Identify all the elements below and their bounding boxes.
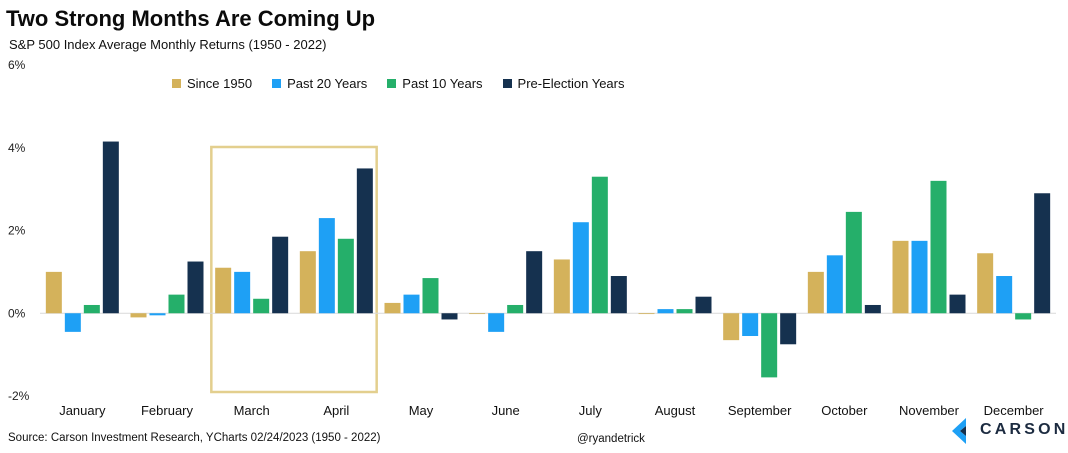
x-tick-label: January — [59, 403, 106, 418]
x-tick-label: March — [234, 403, 270, 418]
bar-march-2 — [253, 298, 270, 314]
bar-november-1 — [911, 240, 928, 314]
x-tick-label: November — [899, 403, 960, 418]
x-tick-label: August — [655, 403, 696, 418]
bar-june-3 — [526, 251, 543, 314]
bar-june-1 — [488, 313, 505, 332]
bar-may-3 — [441, 313, 458, 320]
x-tick-label: June — [492, 403, 520, 418]
legend-item-pre-election-years: Pre-Election Years — [502, 76, 625, 91]
legend-item-past-10-years: Past 10 Years — [387, 76, 483, 91]
bar-december-2 — [1015, 313, 1032, 320]
y-tick-label: 6% — [8, 58, 26, 72]
bar-february-1 — [149, 313, 166, 316]
bar-march-0 — [215, 267, 232, 314]
bar-july-3 — [610, 276, 627, 314]
bar-september-3 — [780, 313, 797, 345]
x-tick-label: October — [821, 403, 868, 418]
bar-october-0 — [807, 271, 824, 314]
y-tick-label: 2% — [8, 224, 26, 238]
legend-swatch — [172, 79, 181, 88]
bar-may-0 — [384, 302, 401, 314]
y-tick-label: -2% — [8, 389, 30, 403]
bar-november-0 — [892, 240, 909, 314]
legend-item-since-1950: Since 1950 — [172, 76, 252, 91]
carson-chevron-icon — [952, 418, 966, 444]
bar-january-1 — [64, 313, 81, 332]
bar-february-2 — [168, 294, 185, 314]
x-tick-label: April — [323, 403, 349, 418]
legend-label: Pre-Election Years — [517, 76, 625, 91]
y-tick-label: 4% — [8, 141, 26, 155]
bar-july-1 — [572, 222, 589, 314]
bar-july-0 — [553, 259, 570, 314]
x-tick-label: July — [579, 403, 603, 418]
legend-label: Past 20 Years — [287, 76, 368, 91]
x-tick-label: May — [409, 403, 434, 418]
chart-title: Two Strong Months Are Coming Up — [6, 6, 376, 31]
bar-february-0 — [130, 313, 147, 318]
bar-march-3 — [272, 236, 289, 314]
bar-january-2 — [83, 304, 100, 314]
x-tick-label: February — [141, 403, 194, 418]
bar-march-1 — [234, 271, 251, 314]
chart-subtitle: S&P 500 Index Average Monthly Returns (1… — [9, 37, 327, 52]
bar-august-1 — [657, 309, 674, 314]
bar-may-2 — [422, 278, 439, 314]
bar-may-1 — [403, 294, 420, 314]
legend-label: Since 1950 — [187, 76, 253, 91]
bar-june-0 — [469, 313, 486, 315]
bar-april-0 — [299, 251, 316, 314]
bar-october-1 — [826, 255, 843, 314]
highlight-box — [210, 145, 378, 394]
legend-item-past-20-years: Past 20 Years — [272, 76, 367, 91]
bar-february-3 — [187, 261, 204, 314]
bar-january-0 — [45, 271, 62, 314]
bar-april-2 — [337, 238, 354, 314]
y-tick-label: 0% — [8, 306, 26, 320]
bar-july-2 — [591, 176, 608, 314]
bar-december-0 — [977, 253, 994, 314]
bar-december-3 — [1034, 193, 1051, 314]
bar-june-2 — [507, 304, 524, 314]
x-tick-label: December — [984, 403, 1045, 418]
bar-september-0 — [723, 313, 740, 341]
legend-swatch — [387, 79, 397, 88]
bar-august-0 — [638, 313, 655, 315]
bar-april-1 — [318, 218, 335, 314]
legend-swatch — [502, 79, 512, 88]
bar-november-3 — [949, 294, 966, 314]
bar-august-2 — [676, 309, 693, 314]
author-handle: @ryandetrick — [577, 433, 645, 445]
bar-october-2 — [845, 211, 862, 314]
carson-logo: CARSON — [950, 416, 1065, 446]
bar-april-3 — [356, 168, 373, 314]
bar-september-1 — [742, 313, 759, 337]
x-tick-label: September — [728, 403, 792, 418]
bar-august-3 — [695, 296, 712, 314]
legend: Since 1950 Past 20 Years Past 10 Years P… — [172, 76, 624, 91]
legend-swatch — [272, 79, 282, 88]
bar-october-3 — [864, 304, 881, 314]
bar-january-3 — [102, 141, 119, 314]
source-note: Source: Carson Investment Research, YCha… — [8, 432, 381, 444]
bar-november-2 — [930, 180, 947, 314]
logo-text: CARSON — [980, 421, 1068, 438]
legend-label: Past 10 Years — [402, 76, 483, 91]
bar-september-2 — [761, 313, 778, 378]
bar-december-1 — [996, 276, 1013, 314]
